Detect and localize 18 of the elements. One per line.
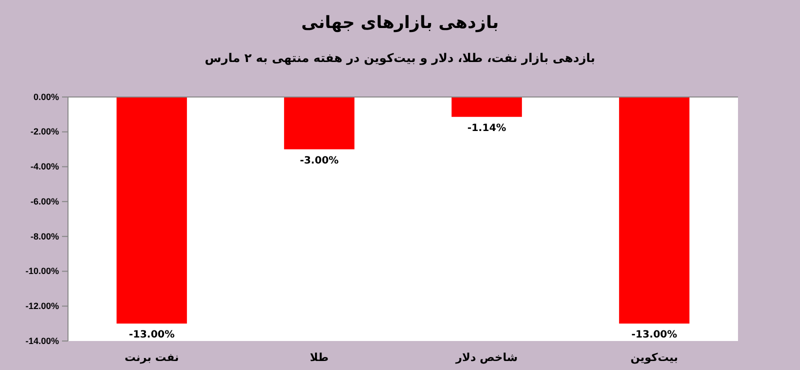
x-tick-label: طلا — [310, 351, 329, 364]
y-tick-label: -6.00% — [30, 196, 59, 206]
x-tick-label: بیت‌کوین — [630, 351, 678, 364]
data-label: -13.00% — [128, 330, 175, 341]
x-tick-label: شاخص دلار — [454, 351, 518, 364]
chart-subtitle: بازدهی بازار نفت، طلا، دلار و بیت‌کوین در هفته منتهی به ۲ مارس — [204, 51, 596, 65]
y-tick-label: -10.00% — [25, 266, 59, 276]
y-tick-label: -8.00% — [30, 231, 59, 242]
y-tick-label: -14.00% — [25, 336, 59, 346]
data-label: -1.14% — [467, 122, 506, 134]
data-label: -3.00% — [300, 155, 339, 166]
y-tick-label: 0.00% — [33, 92, 59, 102]
y-tick-label: -2.00% — [30, 126, 59, 137]
x-tick-label: نفت برنت — [124, 351, 179, 364]
y-tick-label: -4.00% — [30, 162, 59, 172]
data-label: -13.00% — [631, 330, 678, 341]
chart-title: بازدهی بازارهای جهانی — [301, 13, 499, 33]
y-tick-label: -12.00% — [25, 301, 59, 312]
